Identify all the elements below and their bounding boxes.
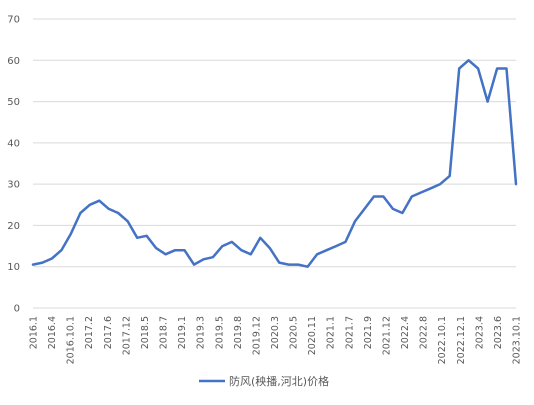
x-tick-label: 2019.1	[177, 316, 188, 349]
x-axis-tick-labels: 2016.1 2016.4 2016.10.1 2017.2 2017.6 2017.12…	[29, 316, 523, 364]
x-tick-label: 2016.4	[47, 316, 58, 349]
y-tick-label: 10	[7, 262, 20, 273]
legend-label: 防风(秧播,河北)价格	[229, 374, 329, 388]
y-tick-label: 20	[7, 221, 20, 232]
y-tick-label: 30	[7, 180, 20, 191]
gridlines	[33, 18, 516, 309]
x-tick-label: 2016.10.1	[66, 316, 77, 364]
x-tick-label: 2023.6	[493, 316, 504, 349]
x-tick-label: 2019.3	[196, 316, 207, 349]
y-tick-label: 0	[14, 304, 20, 315]
x-tick-label: 2019.5	[214, 316, 225, 349]
y-axis-tick-labels: 0 10 20 30 40 50 60 70	[7, 15, 20, 315]
y-tick-label: 50	[7, 97, 20, 108]
x-tick-label: 2023.10.1	[512, 316, 523, 364]
x-tick-label: 2023.4	[474, 316, 485, 349]
x-tick-label: 2022.4	[400, 316, 411, 349]
x-tick-label: 2021.9	[363, 316, 374, 349]
x-tick-label: 2017.2	[84, 316, 95, 349]
y-tick-label: 40	[7, 138, 20, 149]
x-tick-label: 2017.6	[103, 316, 114, 349]
x-tick-label: 2020.3	[270, 316, 281, 349]
y-tick-label: 70	[7, 15, 20, 26]
x-tick-label: 2022.8	[419, 316, 430, 349]
x-tick-label: 2018.5	[140, 316, 151, 349]
y-tick-label: 60	[7, 56, 20, 67]
x-tick-label: 2020.5	[289, 316, 300, 349]
x-tick-label: 2022.12.1	[456, 316, 467, 364]
series-line	[31, 59, 518, 268]
x-tick-label: 2021.1	[326, 316, 337, 349]
x-tick-label: 2021.12	[382, 316, 393, 355]
x-tick-label: 2018.7	[159, 316, 170, 349]
x-tick-label: 2019.12	[251, 316, 262, 355]
x-tick-label: 2019.8	[233, 316, 244, 349]
x-tick-label: 2021.7	[344, 316, 355, 349]
x-tick-label: 2016.1	[29, 316, 40, 349]
x-tick-label: 2017.12	[121, 316, 132, 355]
x-tick-label: 2020.11	[307, 316, 318, 355]
x-tick-label: 2022.10.1	[437, 316, 448, 364]
series-lines	[31, 59, 518, 268]
legend: 防风(秧播,河北)价格	[199, 374, 329, 388]
